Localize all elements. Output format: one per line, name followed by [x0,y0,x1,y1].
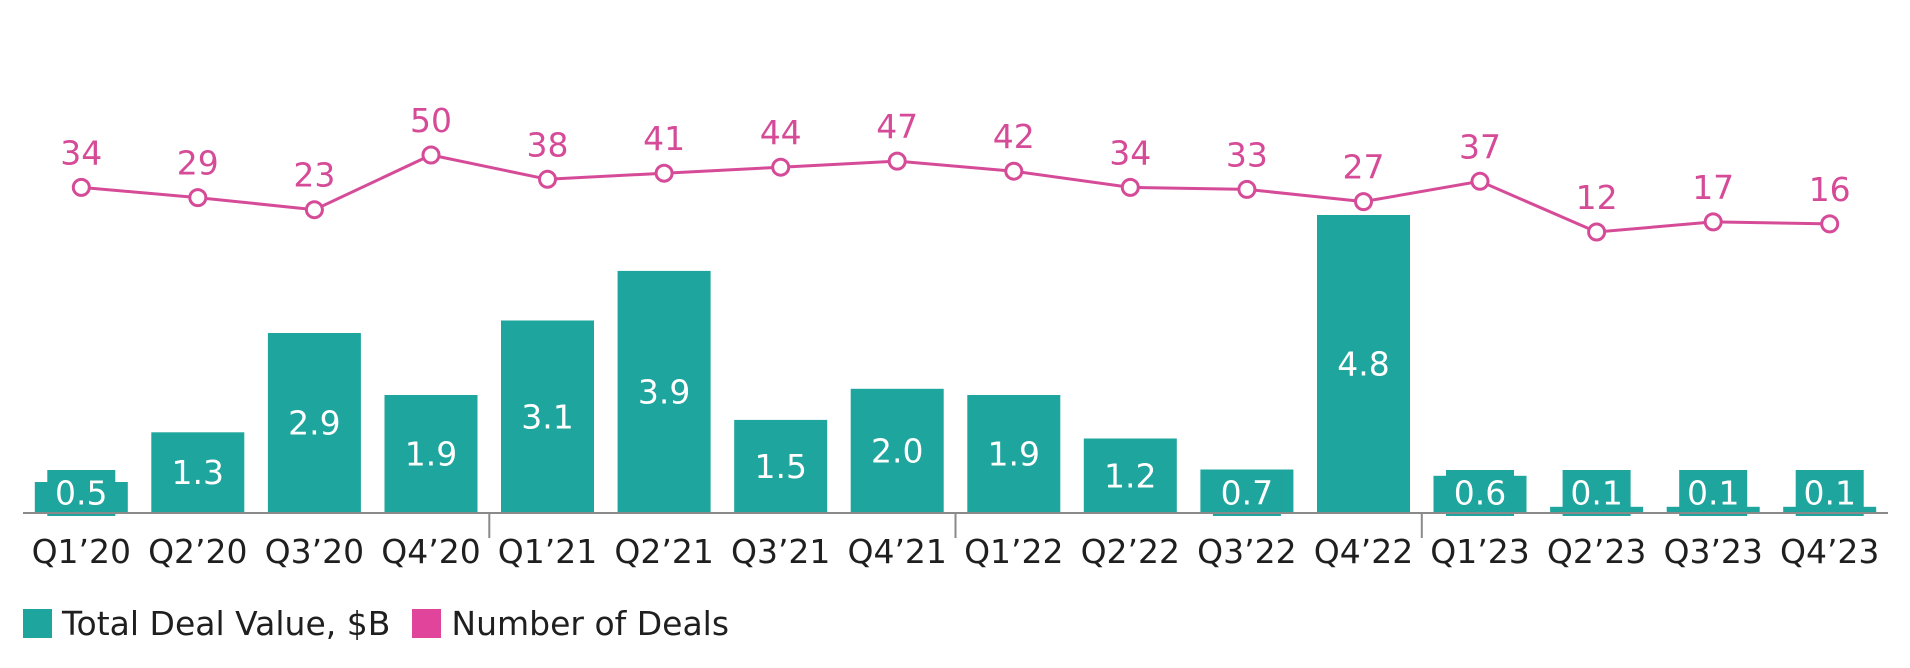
x-tick-label-0: Q1’20 [32,532,131,571]
bar-label-bg-14 [1679,470,1748,516]
x-tick-label-1: Q2’20 [148,532,247,571]
bar-1 [151,432,245,513]
legend-swatch-number-of-deals [412,608,442,638]
x-axis: Q1’20 Q2’20 Q3’20 Q4’20 Q1’21 Q2’21 Q3’21 Q4’21… [23,512,1888,571]
deals-point-14 [1703,212,1723,232]
bar-value-label-6: 1.5 [754,447,806,486]
deals-value-label-2: 23 [293,156,335,195]
legend-label-deal-value: Total Deal Value, $B [62,603,391,643]
x-tick-label-4: Q1’21 [498,532,597,571]
x-tick-label-15: Q4’23 [1780,532,1879,571]
deals-point-9 [1120,177,1140,197]
bar-label-bg-0 [47,470,116,516]
deals-line [81,153,1830,234]
deals-point-13 [1587,222,1607,242]
deals-point-7 [887,151,907,171]
deals-value-label-12: 37 [1459,127,1501,166]
deals-value-label-9: 34 [1109,133,1151,172]
x-tick-label-14: Q3’23 [1663,532,1762,571]
deals-point-4 [538,169,557,189]
x-tick-label-3: Q4’20 [381,532,480,571]
bar-value-label-11: 4.8 [1337,345,1389,384]
bar-label-bg-13 [1562,470,1631,516]
deals-value-label-13: 12 [1576,178,1618,217]
legend-swatch-deal-value [23,608,52,638]
deals-point-3 [421,145,441,165]
deals-value-label-3: 50 [410,101,452,140]
deals-value-label-8: 42 [993,117,1035,156]
x-tick-label-9: Q2’22 [1081,532,1180,571]
x-tick-label-5: Q2’21 [614,532,713,571]
deals-line-group: 34 29 23 50 38 41 44 47 42 34 33 27 37 12 17 16 [60,101,1851,242]
x-tick-label-8: Q1’22 [964,532,1063,571]
bar-value-label-13: 0.1 [1570,474,1622,513]
x-tick-label-7: Q4’21 [847,532,946,571]
bar-value-label-3: 1.9 [405,435,457,474]
deals-point-10 [1237,179,1257,199]
bar-2 [267,333,361,513]
bar-value-label-7: 2.0 [871,431,923,470]
bar-9 [1083,438,1177,513]
bar-value-label-5: 3.9 [638,372,690,411]
deals-value-label-15: 16 [1809,170,1851,209]
deals-point-0 [71,177,91,197]
bar-value-label-12: 0.6 [1454,474,1506,513]
deals-value-label-7: 47 [876,107,918,146]
bar-8 [967,395,1061,513]
deals-value-label-14: 17 [1692,168,1734,207]
legend: Total Deal Value, $B Number of Deals [23,603,739,643]
deals-point-8 [1004,161,1024,181]
bar-6 [734,419,828,513]
bar-5 [617,270,711,513]
bar-value-label-14: 0.1 [1687,474,1739,513]
deals-value-label-5: 41 [643,119,685,158]
x-tick-label-13: Q2’23 [1547,532,1646,571]
bar-label-bg-12 [1446,470,1514,516]
bars-group: 0.5 1.3 2.9 1.9 3.1 3.9 1.5 2.0 1.9 1.2 0.7 4.8 0.6 0… [34,215,1877,516]
deals-value-label-10: 33 [1226,135,1268,174]
deals-value-label-4: 38 [527,125,569,164]
chart: 0.5 1.3 2.9 1.9 3.1 3.9 1.5 2.0 1.9 1.2 0.7 4.8 0.6 0… [23,101,1888,571]
bar-value-label-4: 3.1 [521,397,573,436]
bar-value-label-9: 1.2 [1104,456,1156,495]
x-tick-label-2: Q3’20 [265,532,364,571]
deals-point-12 [1470,171,1490,191]
deals-value-label-1: 29 [177,144,219,183]
bar-4 [501,320,594,513]
deals-value-label-6: 44 [760,113,802,152]
x-tick-label-6: Q3’21 [731,532,830,571]
bar-label-bg-15 [1795,470,1864,516]
legend-item-deal-value: Total Deal Value, $B [23,604,390,643]
deals-point-15 [1820,214,1840,234]
deals-value-label-0: 34 [60,133,102,172]
deals-point-11 [1354,192,1373,212]
x-tick-label-12: Q1’23 [1430,532,1529,571]
deals-point-5 [654,163,674,183]
x-tick-label-11: Q4’22 [1314,532,1413,571]
bar-value-label-2: 2.9 [288,404,340,443]
deals-point-1 [188,188,208,208]
bar-3 [384,395,478,513]
bar-label-bg-10 [1212,470,1281,516]
legend-item-number-of-deals: Number of Deals [412,604,729,643]
deals-point-6 [771,157,791,177]
bar-11 [1317,215,1410,513]
bar-value-label-0: 0.5 [55,474,107,513]
bar-value-label-10: 0.7 [1221,474,1273,513]
bar-7 [850,388,944,513]
deals-value-label-11: 27 [1343,148,1385,187]
deals-point-2 [304,200,324,220]
bar-value-label-8: 1.9 [988,435,1040,474]
bar-value-label-15: 0.1 [1803,474,1855,513]
x-tick-label-10: Q3’22 [1197,532,1296,571]
legend-label-number-of-deals: Number of Deals [451,603,730,643]
bar-value-label-1: 1.3 [172,453,224,492]
